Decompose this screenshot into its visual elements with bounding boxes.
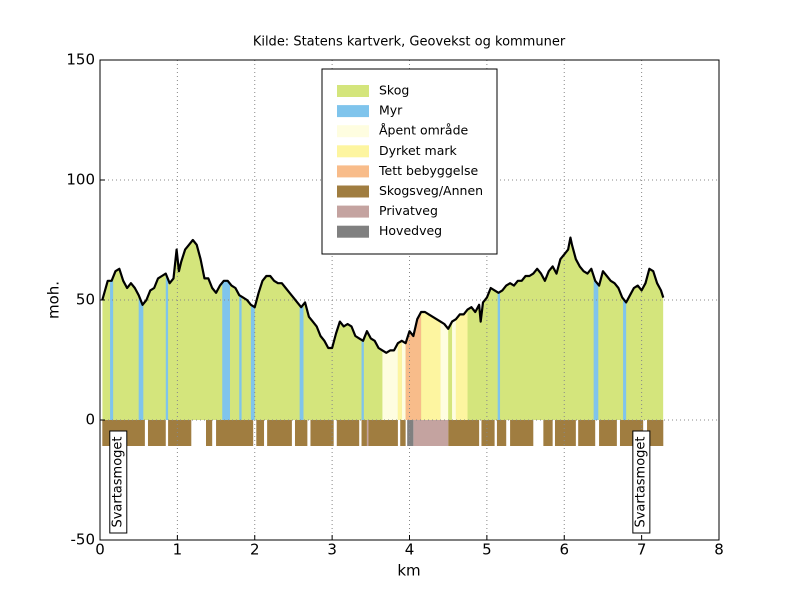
annotation: Svartasmoget (633, 436, 648, 527)
land-cover-segment (455, 237, 468, 420)
road-segment (206, 420, 213, 446)
road-segment (578, 420, 596, 446)
y-tick-label: 50 (76, 291, 95, 309)
legend-swatch (337, 185, 369, 198)
road-segment (310, 420, 334, 446)
road-segment (647, 420, 664, 446)
legend-swatch (337, 85, 369, 97)
chart-title: Kilde: Statens kartverk, Geovekst og kom… (253, 35, 566, 50)
x-tick-label: 0 (95, 541, 105, 559)
land-cover-segment (250, 237, 255, 420)
legend-label: Åpent område (379, 123, 469, 138)
legend-swatch (337, 205, 369, 218)
x-tick-label: 2 (250, 541, 260, 559)
road-segment (407, 420, 414, 446)
legend-swatch (337, 165, 369, 178)
road-segment (256, 420, 265, 446)
road-segment (147, 420, 166, 446)
y-tick-label: 100 (66, 171, 95, 189)
road-segment (554, 420, 576, 446)
annotation-box (109, 430, 128, 534)
legend-label: Myr (379, 103, 403, 118)
y-tick-label: 0 (85, 411, 95, 429)
land-cover-segment (497, 237, 501, 420)
annotation-box (632, 430, 651, 534)
land-cover-segment (623, 237, 627, 420)
road-segment (496, 420, 507, 446)
land-cover-segment (593, 237, 599, 420)
x-tick-label: 4 (405, 541, 415, 559)
legend-label: Privatveg (379, 203, 438, 218)
land-cover-segment (110, 237, 114, 420)
road-segment (543, 420, 553, 446)
land-cover-segment (222, 237, 230, 420)
road-segment (336, 420, 360, 446)
legend-swatch (337, 105, 369, 118)
x-tick-label: 6 (559, 541, 569, 559)
legend-box (321, 68, 498, 255)
legend-label: Hovedveg (379, 223, 442, 238)
elevation-line (101, 236, 665, 354)
plot-frame (99, 59, 720, 541)
y-axis-label: moh. (45, 281, 63, 319)
road-segment (599, 420, 617, 446)
land-cover-segment (165, 237, 169, 420)
land-cover-segment (138, 237, 144, 420)
annotation: Svartasmoget (110, 436, 125, 527)
x-tick-label: 5 (482, 541, 492, 559)
legend-label: Dyrket mark (379, 143, 457, 158)
x-tick-label: 1 (173, 541, 183, 559)
road-segment (168, 420, 192, 446)
legend-swatch (337, 145, 369, 158)
road-segment (366, 420, 369, 446)
legend-label: Tett bebyggelse (378, 163, 478, 178)
road-segment (481, 420, 495, 446)
x-tick-label: 8 (714, 541, 724, 559)
legend-label: Skog (379, 83, 409, 98)
road-segment (510, 420, 534, 446)
road-segment (361, 420, 367, 446)
land-cover-segment (452, 237, 456, 420)
land-cover-segment (299, 237, 304, 420)
x-tick-label: 3 (327, 541, 337, 559)
y-tick-label: 150 (66, 51, 95, 69)
road-segment (448, 420, 480, 446)
land-cover-segment (239, 237, 242, 420)
y-tick-label: -50 (71, 531, 96, 549)
road-segment (400, 420, 406, 446)
road-segment (294, 420, 308, 446)
x-axis-label: km (397, 562, 420, 580)
road-segment (413, 420, 449, 446)
land-cover-segment (440, 237, 449, 420)
road-segment (216, 420, 254, 446)
legend-swatch (337, 225, 369, 238)
legend-swatch (337, 125, 369, 138)
road-segment (267, 420, 292, 446)
road-segment (368, 420, 398, 446)
x-tick-label: 7 (637, 541, 647, 559)
legend-label: Skogsveg/Annen (379, 183, 483, 198)
